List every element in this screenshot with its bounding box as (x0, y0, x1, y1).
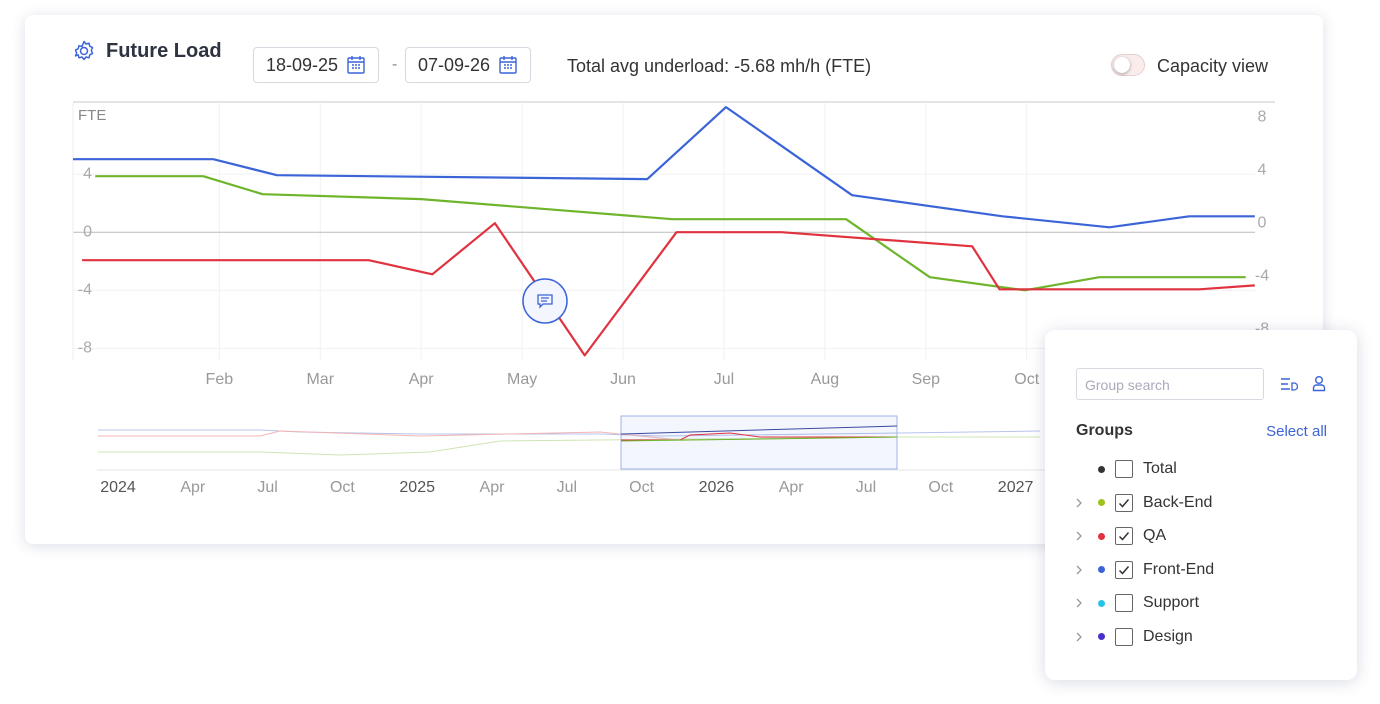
x-tick-label: Aug (811, 371, 839, 388)
comment-button[interactable] (522, 278, 568, 324)
navigator-label: Jul (257, 479, 277, 496)
comment-icon (537, 294, 553, 309)
navigator-selection[interactable] (620, 415, 898, 470)
y-axis-label: FTE (78, 107, 106, 124)
group-color (1098, 499, 1105, 506)
y-tick-label: -4 (78, 282, 92, 299)
series-line (82, 222, 1255, 357)
summary: Total avg underload: -5.68 mh/h (FTE) (567, 56, 872, 76)
group-item: Total (1075, 457, 1177, 481)
settings-icon[interactable] (72, 39, 96, 63)
calendar-icon (347, 56, 365, 74)
navigator-label: 2026 (699, 479, 735, 496)
group-checkbox[interactable] (1115, 627, 1133, 646)
group-name: Support (1143, 594, 1200, 611)
navigator-line (620, 425, 898, 435)
check-mark (1118, 532, 1130, 541)
user-icon[interactable] (1312, 375, 1326, 392)
navigator-label: Apr (180, 479, 206, 496)
x-tick-label: Sep (912, 371, 941, 388)
x-tick-label: Apr (409, 371, 435, 388)
group-item: Back-End (1075, 491, 1212, 515)
group-name: Design (1143, 627, 1193, 645)
series-line (95, 175, 1246, 292)
expand-chevron[interactable] (1075, 495, 1095, 511)
navigator-label: Oct (629, 479, 654, 496)
toggle-label: Capacity view (1157, 56, 1269, 76)
date-from-input[interactable]: 18-09-25 (253, 47, 380, 83)
y2-tick-label: 4 (1258, 161, 1267, 178)
x-tick-label: Jul (714, 371, 734, 388)
group-color (1098, 465, 1105, 473)
group-checkbox[interactable] (1115, 560, 1133, 579)
navigator-label: Oct (928, 479, 953, 496)
navigator-label: Oct (330, 479, 355, 496)
group-search[interactable]: Group search (1076, 368, 1264, 400)
calendar-icon (499, 56, 517, 74)
title: Future Load (106, 39, 222, 62)
navigator-label: 2025 (399, 479, 435, 496)
expand-chevron[interactable] (1075, 562, 1095, 578)
group-name: Back-End (1143, 493, 1213, 511)
capacity-toggle[interactable] (1111, 54, 1145, 76)
group-item: QA (1075, 524, 1166, 548)
series-line (73, 106, 1255, 229)
x-tick-label: Jun (610, 371, 636, 388)
group-item: Design (1075, 625, 1193, 649)
navigator-line (98, 430, 1040, 441)
group-checkbox[interactable] (1115, 460, 1133, 478)
date-to-input[interactable]: 07-09-26 (405, 47, 532, 83)
y2-tick-label: 8 (1258, 108, 1267, 125)
title-block: Future Load (72, 0, 222, 102)
expand-chevron[interactable] (1075, 629, 1095, 645)
navigator-label: Jul (856, 479, 876, 496)
navigator-line (620, 436, 898, 442)
select-all[interactable]: Select all (1266, 423, 1327, 440)
x-tick-label: Oct (1014, 371, 1039, 388)
sort-icon[interactable] (1280, 376, 1298, 392)
group-item: Front-End (1075, 558, 1214, 582)
chart: FTE Feb Mar Apr May Jun Jul Aug Sep Oct 4 0 -4 -8 8 4 0… (72, 101, 1297, 496)
check-mark (1118, 565, 1130, 575)
y-tick-label: -8 (78, 340, 92, 357)
y-tick-label: 4 (83, 165, 92, 182)
navigator-label: Apr (480, 479, 506, 496)
group-checkbox[interactable] (1115, 493, 1133, 512)
expand-chevron[interactable] (1075, 595, 1095, 611)
group-item: Support (1075, 591, 1199, 615)
date-separator: - (392, 56, 398, 73)
group-name: Front-End (1143, 560, 1215, 578)
groups-title: Groups (1076, 422, 1133, 439)
date-to: 07-09-26 (418, 54, 491, 75)
y2-tick-label: -4 (1255, 268, 1269, 285)
y-tick-label: 0 (83, 223, 92, 240)
group-checkbox[interactable] (1115, 594, 1133, 612)
navigator-label: 2024 (100, 479, 136, 496)
group-color (1098, 599, 1105, 607)
group-checkbox[interactable] (1115, 527, 1133, 545)
group-color (1098, 532, 1105, 540)
group-color (1098, 566, 1105, 573)
navigator-label: Jul (557, 479, 577, 496)
y2-tick-label: 0 (1258, 214, 1267, 231)
group-name: QA (1143, 527, 1167, 544)
navigator-label: 2027 (998, 479, 1034, 496)
navigator-label: Apr (779, 479, 805, 496)
x-tick-label: Feb (206, 371, 234, 388)
future-load-card: FTE Feb Mar Apr May Jun Jul Aug Sep Oct 4 0 -4 -8 8 4 0… (25, 15, 1323, 544)
group-color (1098, 633, 1105, 640)
navigator-line (98, 436, 1040, 456)
check-mark (1118, 498, 1130, 508)
x-tick-label: May (507, 371, 537, 388)
group-name: Total (1143, 460, 1177, 477)
expand-chevron[interactable] (1075, 528, 1095, 544)
groups-panel: Group search Groups Select all Total Back… (1045, 330, 1357, 680)
x-tick-label: Mar (306, 371, 334, 388)
date-from: 18-09-25 (266, 54, 339, 75)
